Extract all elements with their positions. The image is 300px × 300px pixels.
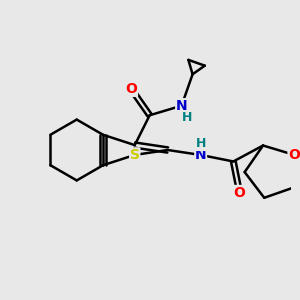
Text: N: N [176, 99, 188, 113]
Text: H: H [182, 111, 192, 124]
Text: O: O [126, 82, 137, 96]
Text: H: H [196, 137, 206, 150]
Text: O: O [234, 185, 245, 200]
Text: O: O [288, 148, 300, 162]
Text: N: N [195, 148, 206, 162]
Text: S: S [130, 148, 140, 162]
